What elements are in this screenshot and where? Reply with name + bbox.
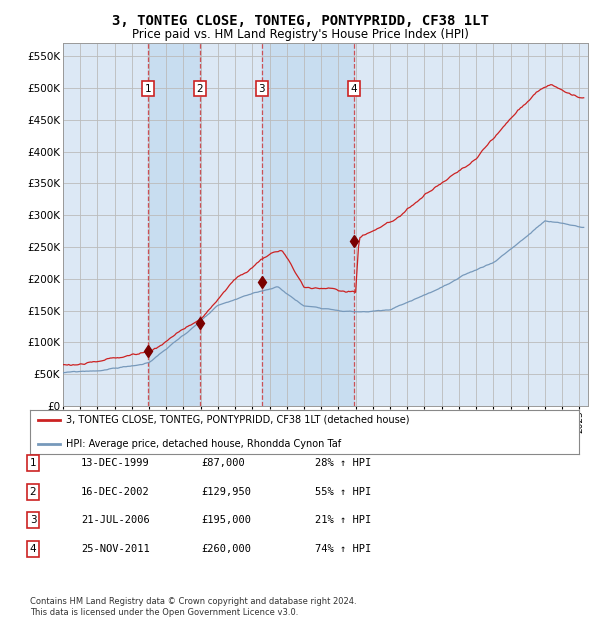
Text: 4: 4 bbox=[29, 544, 37, 554]
Text: 74% ↑ HPI: 74% ↑ HPI bbox=[315, 544, 371, 554]
Bar bbox=[148, 43, 200, 406]
Text: 4: 4 bbox=[350, 84, 357, 94]
Text: 3, TONTEG CLOSE, TONTEG, PONTYPRIDD, CF38 1LT (detached house): 3, TONTEG CLOSE, TONTEG, PONTYPRIDD, CF3… bbox=[65, 415, 409, 425]
Text: 28% ↑ HPI: 28% ↑ HPI bbox=[315, 458, 371, 468]
Text: HPI: Average price, detached house, Rhondda Cynon Taf: HPI: Average price, detached house, Rhon… bbox=[65, 440, 341, 450]
Bar bbox=[262, 43, 354, 406]
Text: Contains HM Land Registry data © Crown copyright and database right 2024.
This d: Contains HM Land Registry data © Crown c… bbox=[30, 598, 356, 617]
Text: £260,000: £260,000 bbox=[201, 544, 251, 554]
Text: 21% ↑ HPI: 21% ↑ HPI bbox=[315, 515, 371, 525]
Text: 3: 3 bbox=[259, 84, 265, 94]
Text: 1: 1 bbox=[145, 84, 152, 94]
Text: 25-NOV-2011: 25-NOV-2011 bbox=[81, 544, 150, 554]
Text: £195,000: £195,000 bbox=[201, 515, 251, 525]
Text: 13-DEC-1999: 13-DEC-1999 bbox=[81, 458, 150, 468]
Text: £87,000: £87,000 bbox=[201, 458, 245, 468]
Text: 21-JUL-2006: 21-JUL-2006 bbox=[81, 515, 150, 525]
Text: 55% ↑ HPI: 55% ↑ HPI bbox=[315, 487, 371, 497]
Text: 16-DEC-2002: 16-DEC-2002 bbox=[81, 487, 150, 497]
Text: Price paid vs. HM Land Registry's House Price Index (HPI): Price paid vs. HM Land Registry's House … bbox=[131, 28, 469, 41]
Text: 3: 3 bbox=[29, 515, 37, 525]
Text: 3, TONTEG CLOSE, TONTEG, PONTYPRIDD, CF38 1LT: 3, TONTEG CLOSE, TONTEG, PONTYPRIDD, CF3… bbox=[112, 14, 488, 28]
Text: 2: 2 bbox=[197, 84, 203, 94]
Text: 1: 1 bbox=[29, 458, 37, 468]
Text: 2: 2 bbox=[29, 487, 37, 497]
Text: £129,950: £129,950 bbox=[201, 487, 251, 497]
